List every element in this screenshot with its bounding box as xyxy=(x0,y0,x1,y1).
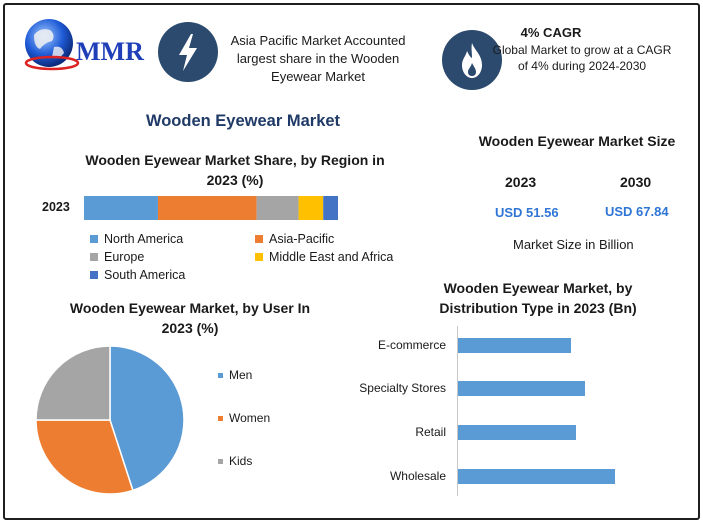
pie-legend-women: Women xyxy=(218,411,270,425)
pie-legend-swatch xyxy=(218,372,223,378)
pie-slice-men xyxy=(109,345,185,492)
pie-legend-kids: Kids xyxy=(218,454,252,468)
distribution-bar-specialty-stores xyxy=(458,381,586,396)
region-legend-middle-east-and-africa: Middle East and Africa xyxy=(255,250,393,264)
region-bar-segment-asia-pacific xyxy=(157,196,257,220)
market-size-title: Wooden Eyewear Market Size xyxy=(478,133,676,149)
region-legend-south-america: South America xyxy=(90,268,185,282)
lightning-icon-badge xyxy=(158,22,218,82)
distribution-chart-title: Wooden Eyewear Market, by Distribution T… xyxy=(439,280,637,316)
pie-legend-swatch xyxy=(218,415,223,421)
pie-slice-kids xyxy=(35,345,111,421)
distribution-category-label: Specialty Stores xyxy=(359,381,446,395)
infographic-frame xyxy=(3,3,700,520)
pie-legend-swatch xyxy=(218,458,223,464)
flame-icon xyxy=(462,43,482,78)
pie-slice-women xyxy=(35,419,134,495)
user-chart-title: Wooden Eyewear Market, by User In 2023 (… xyxy=(69,300,311,336)
distribution-category-label: Retail xyxy=(415,425,446,439)
flame-icon-badge xyxy=(442,30,502,90)
region-legend-swatch xyxy=(90,271,98,279)
distribution-bar-retail xyxy=(458,425,576,440)
mmr-logo: MMR xyxy=(24,19,144,71)
main-title: Wooden Eyewear Market xyxy=(145,112,341,130)
market-size-value-2023: USD 51.56 xyxy=(495,205,559,220)
distribution-bar-wholesale xyxy=(458,469,615,484)
pie-legend-men: Men xyxy=(218,368,252,382)
logo-text: MMR xyxy=(76,37,144,66)
pie-legend-label: Women xyxy=(229,411,271,425)
pie-legend-label: Kids xyxy=(229,454,253,468)
region-legend-label: Europe xyxy=(104,250,145,264)
region-legend-label: North America xyxy=(104,232,184,246)
lightning-icon xyxy=(179,34,197,71)
region-stacked-bar xyxy=(84,196,338,220)
cagr-note: Global Market to grow at a CAGR of 4% du… xyxy=(492,43,672,73)
region-bar-segment-europe xyxy=(256,196,299,220)
asia-pacific-note: Asia Pacific Market Accounted largest sh… xyxy=(230,33,406,84)
market-size-value-2030: USD 67.84 xyxy=(605,204,669,219)
region-legend-swatch xyxy=(90,253,98,261)
region-bar-segment-middle-east-and-africa xyxy=(298,196,324,220)
user-pie-chart xyxy=(35,345,185,495)
region-bar-segment-north-america xyxy=(84,196,158,220)
region-legend-swatch xyxy=(90,235,98,243)
cagr-title: 4% CAGR xyxy=(520,25,582,40)
distribution-category-label: Wholesale xyxy=(389,469,446,483)
market-size-year-2023: 2023 xyxy=(505,174,537,190)
region-bar-category: 2023 xyxy=(42,200,70,214)
distribution-axis-line xyxy=(457,326,458,496)
distribution-bar-e-commerce xyxy=(458,338,571,353)
region-bar-segment-south-america xyxy=(323,196,338,220)
market-size-unit-note: Market Size in Billion xyxy=(513,237,634,252)
region-legend-europe: Europe xyxy=(90,250,144,264)
region-legend-label: South America xyxy=(104,268,186,282)
region-legend-asia-pacific: Asia-Pacific xyxy=(255,232,334,246)
region-legend-label: Middle East and Africa xyxy=(269,250,394,264)
region-legend-swatch xyxy=(255,253,263,261)
region-legend-swatch xyxy=(255,235,263,243)
region-legend-label: Asia-Pacific xyxy=(269,232,335,246)
distribution-category-label: E-commerce xyxy=(377,338,446,352)
pie-legend-label: Men xyxy=(229,368,253,382)
region-legend-north-america: North America xyxy=(90,232,183,246)
region-chart-title: Wooden Eyewear Market Share, by Region i… xyxy=(85,152,385,188)
market-size-year-2030: 2030 xyxy=(620,174,652,190)
